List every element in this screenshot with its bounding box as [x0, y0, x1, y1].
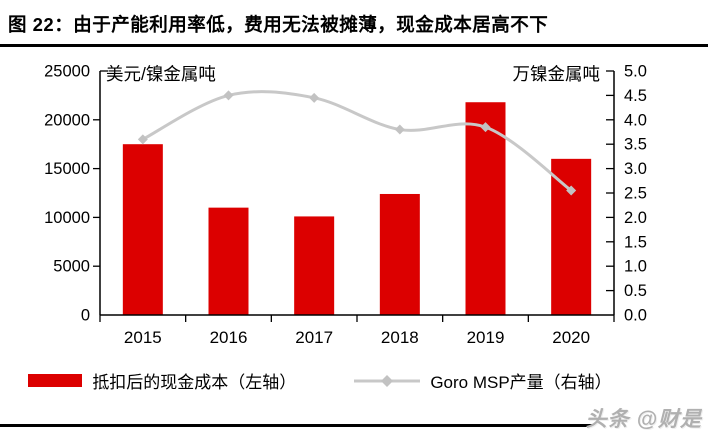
- left-axis-tick-label: 10000: [44, 209, 90, 227]
- line-marker-2019: [480, 122, 491, 133]
- watermark: 头条 @财是: [585, 408, 702, 431]
- left-axis-tick-label: 5000: [53, 258, 90, 276]
- line-series-label: Goro MSP产量（右轴）: [430, 373, 612, 392]
- right-axis-tick-label: 4.5: [624, 87, 647, 105]
- left-axis-tick-label: 15000: [44, 160, 90, 178]
- right-axis-tick-label: 0.0: [624, 307, 647, 325]
- right-axis-tick-label: 4.0: [624, 111, 647, 129]
- line-marker-2017: [309, 92, 320, 103]
- x-axis-label-2017: 2017: [295, 328, 333, 347]
- bar-series-swatch: [28, 374, 83, 387]
- line-series-path: [142, 90, 573, 192]
- line-marker-2016: [223, 90, 234, 101]
- right-axis-tick-label: 3.0: [624, 160, 647, 178]
- legend-item-bar: 抵扣后的现金成本（左轴）: [28, 368, 296, 393]
- bar-series-label: 抵扣后的现金成本（左轴）: [92, 373, 297, 392]
- bar-2019: [465, 102, 506, 315]
- line-series-swatch: [354, 374, 421, 387]
- chart-area: 0 5000 10000 15000 20000 25000 0.0 0.5 1.0 1.5 2.0…: [0, 52, 708, 357]
- figure-title: 图 22：由于产能利用率低，费用无法被摊薄，现金成本居高不下: [0, 0, 708, 47]
- right-axis-tick-label: 0.5: [624, 282, 647, 300]
- bar-2020: [551, 158, 592, 315]
- bottom-rule: [0, 424, 592, 427]
- legend-diamond-marker: [381, 374, 394, 387]
- x-axis-label-2015: 2015: [124, 328, 162, 347]
- bar-2017: [294, 216, 335, 315]
- left-axis-tick-label: 0: [81, 307, 90, 325]
- bar-2018: [379, 193, 420, 315]
- right-axis-tick-label: 2.5: [624, 185, 647, 203]
- line-marker-2018: [394, 124, 405, 135]
- x-axis-label-2018: 2018: [381, 328, 419, 347]
- line-marker-2015: [137, 134, 148, 145]
- right-axis-tick-label: 3.5: [624, 136, 647, 154]
- x-axis-label-2020: 2020: [552, 328, 590, 347]
- left-axis-tick-label: 20000: [44, 111, 90, 129]
- right-axis-unit-label: 万镍金属吨: [513, 64, 601, 84]
- cash-cost-chart-svg: 0 5000 10000 15000 20000 25000 0.0 0.5 1.0 1.5 2.0…: [44, 63, 647, 348]
- bar-2015: [122, 144, 163, 315]
- x-axis-label-2019: 2019: [467, 328, 505, 347]
- right-axis-tick-label: 1.0: [624, 258, 647, 276]
- bar-2016: [208, 207, 249, 315]
- left-axis-unit-label: 美元/镍金属吨: [106, 64, 216, 84]
- legend-item-line: Goro MSP产量（右轴）: [354, 368, 612, 393]
- right-axis-tick-label: 2.0: [624, 209, 647, 227]
- x-axis-label-2016: 2016: [210, 328, 248, 347]
- line-marker-2020: [566, 185, 577, 196]
- right-axis-tick-label: 1.5: [624, 233, 647, 251]
- legend: 抵扣后的现金成本（左轴） Goro MSP产量（右轴）: [0, 368, 640, 393]
- left-axis-tick-label: 25000: [44, 63, 90, 81]
- right-axis-tick-label: 5.0: [624, 63, 647, 81]
